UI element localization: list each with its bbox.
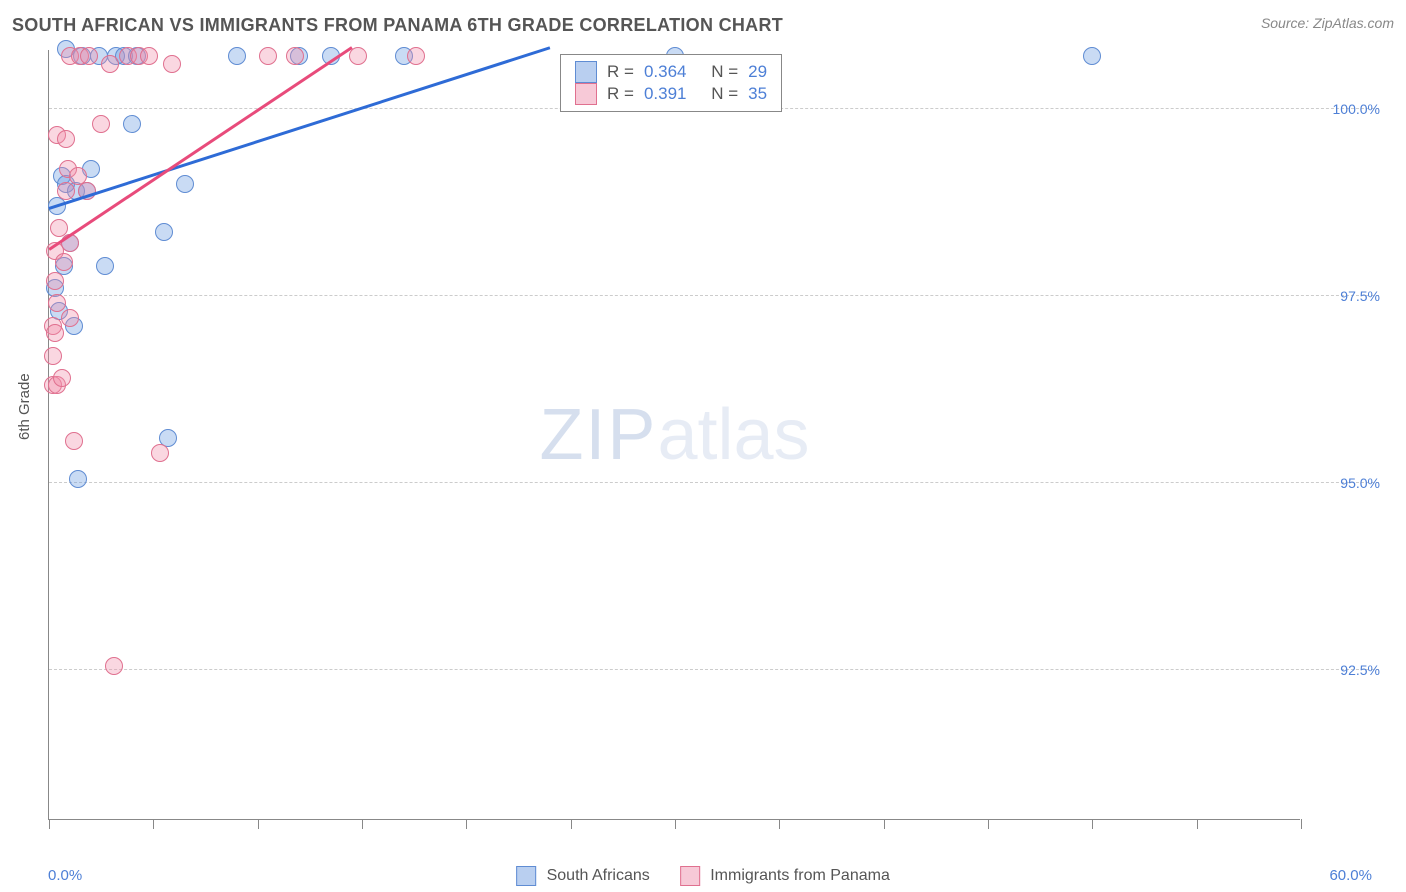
x-axis-tick xyxy=(571,819,572,829)
gridline-horizontal xyxy=(49,482,1379,483)
y-axis-tick-label: 92.5% xyxy=(1340,662,1380,678)
stats-n-label: N = xyxy=(711,84,738,104)
scatter-point-series2 xyxy=(65,432,83,450)
scatter-point-series1 xyxy=(123,115,141,133)
scatter-point-series2 xyxy=(80,47,98,65)
x-axis-tick xyxy=(153,819,154,829)
scatter-point-series2 xyxy=(105,657,123,675)
x-axis-tick xyxy=(884,819,885,829)
scatter-point-series2 xyxy=(46,324,64,342)
y-axis-tick-label: 100.0% xyxy=(1333,101,1380,117)
stats-n-value-series2: 35 xyxy=(748,84,767,104)
scatter-point-series1 xyxy=(228,47,246,65)
scatter-point-series2 xyxy=(349,47,367,65)
x-axis-tick xyxy=(1092,819,1093,829)
x-axis-tick xyxy=(466,819,467,829)
x-axis-tick xyxy=(258,819,259,829)
stats-row-series2: R = 0.391 N = 35 xyxy=(575,83,767,105)
scatter-point-series2 xyxy=(92,115,110,133)
watermark: ZIPatlas xyxy=(539,394,809,476)
scatter-point-series1 xyxy=(69,470,87,488)
y-axis-title: 6th Grade xyxy=(16,373,33,440)
stats-r-value-series2: 0.391 xyxy=(644,84,687,104)
x-axis-tick xyxy=(988,819,989,829)
gridline-horizontal xyxy=(49,295,1379,296)
scatter-point-series2 xyxy=(53,369,71,387)
x-axis-min-label: 0.0% xyxy=(48,867,82,884)
stats-r-label: R = xyxy=(607,62,634,82)
gridline-horizontal xyxy=(49,669,1379,670)
legend-label-series1: South Africans xyxy=(547,867,650,884)
y-axis-tick-label: 97.5% xyxy=(1340,288,1380,304)
correlation-stats-box: R = 0.364 N = 29 R = 0.391 N = 35 xyxy=(560,54,782,112)
scatter-point-series2 xyxy=(163,55,181,73)
scatter-point-series2 xyxy=(57,182,75,200)
chart-header: SOUTH AFRICAN VS IMMIGRANTS FROM PANAMA … xyxy=(12,15,1394,36)
scatter-point-series2 xyxy=(57,130,75,148)
legend-swatch-series2 xyxy=(680,866,700,886)
scatter-plot-area: ZIPatlas 92.5%95.0%97.5%100.0% xyxy=(48,50,1300,820)
scatter-point-series2 xyxy=(61,309,79,327)
scatter-point-series1 xyxy=(176,175,194,193)
x-axis-max-label: 60.0% xyxy=(1329,867,1372,884)
x-axis-tick xyxy=(49,819,50,829)
legend-label-series2: Immigrants from Panama xyxy=(710,867,890,884)
scatter-point-series2 xyxy=(259,47,277,65)
stats-swatch-series2 xyxy=(575,83,597,105)
bottom-legend: South Africans Immigrants from Panama xyxy=(516,866,890,886)
scatter-point-series2 xyxy=(286,47,304,65)
source-attribution: Source: ZipAtlas.com xyxy=(1261,15,1394,31)
watermark-part2: atlas xyxy=(657,395,809,475)
scatter-point-series1 xyxy=(96,257,114,275)
x-axis-tick xyxy=(779,819,780,829)
x-axis-tick xyxy=(362,819,363,829)
scatter-point-series2 xyxy=(46,272,64,290)
x-axis-tick xyxy=(675,819,676,829)
x-axis-tick xyxy=(1301,819,1302,829)
x-axis-tick xyxy=(1197,819,1198,829)
scatter-point-series1 xyxy=(1083,47,1101,65)
scatter-point-series2 xyxy=(44,347,62,365)
stats-n-label: N = xyxy=(711,62,738,82)
scatter-point-series2 xyxy=(151,444,169,462)
scatter-point-series1 xyxy=(155,223,173,241)
trendline-series2 xyxy=(48,47,352,251)
legend-swatch-series1 xyxy=(516,866,536,886)
stats-r-value-series1: 0.364 xyxy=(644,62,687,82)
chart-title: SOUTH AFRICAN VS IMMIGRANTS FROM PANAMA … xyxy=(12,15,783,36)
watermark-part1: ZIP xyxy=(539,395,657,475)
legend-item-series2: Immigrants from Panama xyxy=(680,866,890,886)
stats-r-label: R = xyxy=(607,84,634,104)
y-axis-tick-label: 95.0% xyxy=(1340,475,1380,491)
scatter-point-series2 xyxy=(48,294,66,312)
stats-row-series1: R = 0.364 N = 29 xyxy=(575,61,767,83)
stats-swatch-series1 xyxy=(575,61,597,83)
scatter-point-series2 xyxy=(407,47,425,65)
stats-n-value-series1: 29 xyxy=(748,62,767,82)
legend-item-series1: South Africans xyxy=(516,866,650,886)
scatter-point-series2 xyxy=(55,253,73,271)
scatter-point-series2 xyxy=(101,55,119,73)
scatter-point-series2 xyxy=(140,47,158,65)
